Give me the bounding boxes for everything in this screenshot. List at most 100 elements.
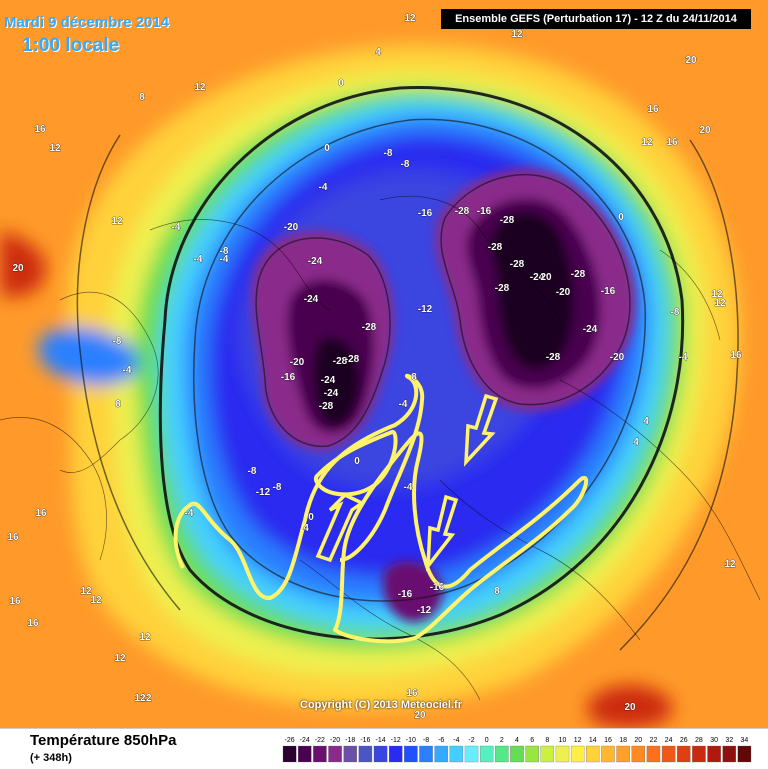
scale-tick-label: 26 (680, 737, 688, 744)
cold-cores (251, 168, 636, 622)
isotherm-label: -20 (610, 352, 625, 363)
forecast-date: Mardi 9 décembre 2014 (4, 14, 170, 31)
isotherm-label: 4 (375, 47, 381, 58)
scale-tick-label: 10 (559, 737, 567, 744)
annotation-loop (313, 429, 398, 497)
isotherm-label: -28 (500, 215, 515, 226)
isotherm-label: -4 (404, 482, 413, 493)
scale-swatch (464, 745, 479, 763)
scale-swatch (313, 745, 327, 763)
isotherm-label: 12 (90, 595, 102, 606)
isotherm-label: -16 (398, 589, 413, 600)
isotherm-label: -28 (495, 283, 510, 294)
isotherm-label: 20 (699, 125, 711, 136)
isotherm-label: 8 (494, 586, 500, 597)
isotherm-label: -8 (671, 307, 680, 318)
isotherm-label: 12 (511, 29, 523, 40)
isotherm-label: -24 (321, 375, 336, 386)
isotherm-label: 12 (724, 559, 736, 570)
isotherm-label: -8 (384, 148, 393, 159)
scale-swatch (586, 745, 600, 763)
scale-tick-label: -22 (315, 737, 325, 744)
isotherm-label: -16 (601, 286, 616, 297)
scale-tick-label: -14 (375, 737, 385, 744)
scale-tick-label: 20 (634, 737, 642, 744)
isotherm-label: 4 (643, 416, 649, 427)
isotherm-label: -24 (324, 388, 339, 399)
color-scale-labels: -26 -24 -22 -20 -18 -16 -14 -12 -10 -8 -6 -4 -2 0 2 4 6 8… (285, 737, 749, 744)
isotherm-label: 12 (134, 693, 146, 704)
isotherm-label: -4 (679, 352, 688, 363)
isotherm-label: 20 (685, 55, 697, 66)
isotherm-label: 12 (114, 653, 126, 664)
isotherm-label: 20 (12, 263, 24, 274)
isotherm-label: -20 (290, 357, 305, 368)
annotation-contours[interactable] (173, 373, 589, 644)
isotherm-label: 0 (618, 212, 624, 223)
scale-tick-label: 12 (574, 737, 582, 744)
isotherm-label: -16 (477, 206, 492, 217)
arrow-up-west (315, 492, 366, 563)
annotation-arrows[interactable] (315, 393, 499, 572)
scale-tick-label: -6 (438, 737, 444, 744)
arrow-down-south (425, 494, 459, 572)
isotherm-label: 16 (647, 104, 659, 115)
isotherm-label: -8 (113, 336, 122, 347)
isotherm-label: 0 (338, 78, 344, 89)
scale-swatch (358, 745, 373, 763)
forecast-time: 1:00 locale (22, 35, 120, 56)
isotherm-lines (76, 118, 739, 651)
scale-tick-label: -10 (406, 737, 416, 744)
scale-swatch (343, 745, 357, 763)
isotherm-label: -28 (319, 401, 334, 412)
scale-tick-label: -4 (453, 737, 459, 744)
isotherm-label: 16 (666, 137, 678, 148)
scale-tick-label: 8 (545, 737, 549, 744)
isotherm-label: 16 (730, 350, 742, 361)
isotherm-label: -28 (488, 242, 503, 253)
scale-tick-label: 0 (485, 737, 489, 744)
isotherm-label: -28 (333, 356, 348, 367)
scale-swatch (707, 745, 721, 763)
isotherm-label: 4 (633, 437, 639, 448)
isotherm-label: -28 (455, 206, 470, 217)
isotherm-label: -4 (194, 254, 203, 265)
isotherm-label: 16 (35, 508, 47, 519)
scale-tick-label: -16 (360, 737, 370, 744)
legend-title: Température 850hPa (30, 732, 177, 749)
scale-swatch (631, 745, 646, 763)
scale-tick-label: 4 (515, 737, 519, 744)
isotherm-label: -28 (571, 269, 586, 280)
scale-swatch (540, 745, 555, 763)
scale-tick-label: 6 (530, 737, 534, 744)
isotherm-label: 16 (7, 532, 19, 543)
isotherm-label: -24 (304, 294, 319, 305)
isotherm-label: -4 (399, 399, 408, 410)
isotherm-label: -28 (546, 352, 561, 363)
isotherm-label: -16 (430, 582, 445, 593)
isotherm-label: 0 (308, 512, 314, 523)
arrow-down-center (463, 393, 499, 467)
isotherm-label: 8 (115, 399, 121, 410)
isotherm-label: 0 (354, 456, 360, 467)
scale-swatch (570, 745, 585, 763)
isotherm-label: 12 (49, 143, 61, 154)
isotherm-label: 12 (711, 289, 723, 300)
copyright-text: Copyright (C) 2013 Meteociel.fr (300, 699, 462, 711)
isotherm-label: 12 (80, 586, 92, 597)
scale-tick-label: -24 (300, 737, 310, 744)
isotherm-label: -20 (556, 287, 571, 298)
scale-tick-label: 30 (710, 737, 718, 744)
scale-swatch (404, 745, 418, 763)
isotherm-label: -8 (273, 482, 282, 493)
scale-swatch (722, 745, 736, 763)
isotherm-label: -8 (401, 159, 410, 170)
isotherm-label: -28 (362, 322, 377, 333)
isotherm-label: -12 (417, 605, 432, 616)
isotherm-label: -20 (284, 222, 299, 233)
scale-swatch (388, 745, 403, 763)
scale-tick-label: -12 (391, 737, 401, 744)
isotherm-label: 8 (411, 372, 417, 383)
